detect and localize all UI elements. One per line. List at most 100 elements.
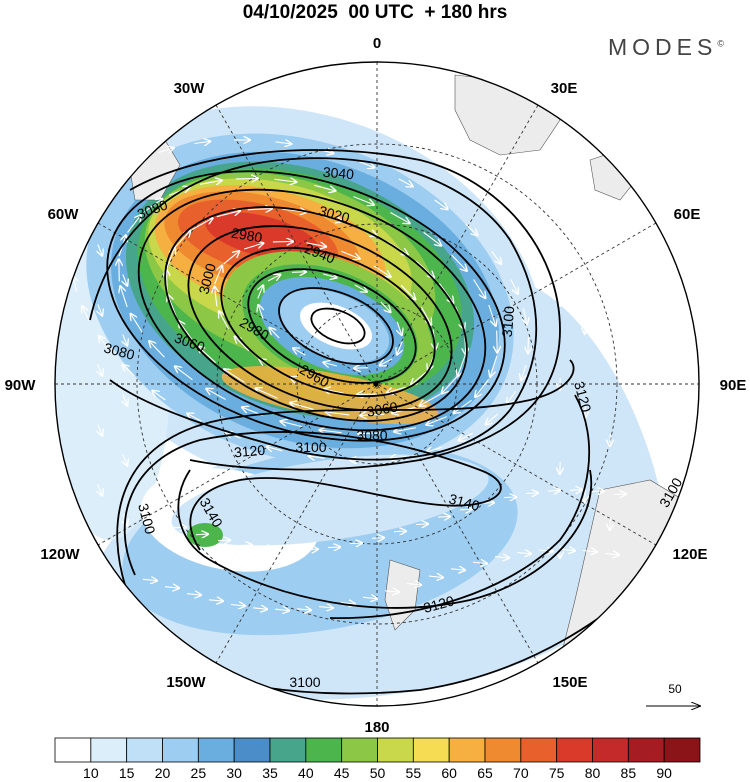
wind-reference-vector: 50 — [646, 682, 700, 706]
wind-vector-arrow — [214, 266, 223, 285]
contour-label: 3100 — [135, 502, 159, 536]
wind-vector-arrow — [290, 403, 314, 410]
wind-vector-arrow — [123, 394, 127, 405]
wind-vector-arrow — [144, 199, 163, 213]
wind-vector-arrow — [120, 286, 128, 308]
wind-vector-arrow — [82, 306, 90, 321]
colorbar-tick-label: 20 — [155, 765, 171, 781]
wind-vector-arrow — [481, 503, 494, 504]
wind-vector-arrow — [488, 304, 496, 326]
lon-label-90w: 90W — [5, 377, 37, 394]
wind-vector-arrow — [415, 524, 428, 525]
wind-vector-arrow — [354, 284, 367, 292]
wind-vector-arrow — [521, 364, 526, 380]
wind-vector-arrow — [538, 550, 553, 551]
lon-label-150e: 150E — [552, 674, 587, 691]
wind-vector-arrow — [547, 490, 560, 491]
wind-vector-arrow — [99, 336, 109, 350]
lon-label-120w: 120W — [40, 546, 80, 563]
colorbar-swatch — [341, 737, 378, 763]
wind-vector-arrow — [503, 497, 516, 498]
wind-vector-arrow — [360, 414, 385, 415]
wind-vector-arrow — [591, 491, 604, 492]
wind-vector-arrow — [397, 321, 402, 335]
wind-vector-arrow — [261, 548, 274, 549]
wind-vector-arrow — [123, 454, 127, 465]
wind-vector-arrow — [283, 550, 296, 551]
wind-vector-arrow — [267, 447, 283, 451]
wind-vector-arrow — [442, 375, 459, 394]
colorbar-swatch — [305, 737, 343, 763]
colorbar-swatch — [54, 737, 92, 763]
wind-vector-arrow — [224, 369, 245, 383]
wind-vector-arrow — [244, 243, 263, 250]
wind-vector-arrow — [123, 274, 127, 285]
wind-vector-arrow — [166, 270, 167, 294]
wind-vector-arrow — [291, 272, 306, 273]
contour-label: 3120 — [233, 442, 266, 461]
wind-vector-arrow — [523, 308, 527, 324]
lon-label-30e: 30E — [551, 80, 578, 97]
wind-vector-arrow — [83, 196, 93, 210]
wind-vector-arrow — [465, 224, 478, 235]
wind-vector-arrow — [387, 386, 406, 393]
lon-label-90e: 90E — [720, 377, 747, 394]
wind-vector-arrow — [149, 341, 165, 358]
wind-vector-arrow — [340, 603, 355, 604]
contour-label: 3020 — [317, 202, 351, 226]
wind-vector-arrow — [320, 430, 342, 433]
colorbar-swatch — [484, 737, 522, 763]
colorbar-swatch — [233, 737, 271, 763]
wind-vector-arrow — [258, 285, 263, 299]
wind-vector-arrow — [179, 321, 194, 341]
lon-label-180: 180 — [364, 719, 389, 736]
wind-vector-arrow — [186, 594, 201, 595]
wind-vector-arrow — [175, 366, 193, 381]
wind-vector-arrow — [131, 314, 143, 333]
lon-label-120e: 120E — [672, 546, 707, 563]
wind-vector-arrow — [497, 330, 498, 353]
wind-vector-arrow — [309, 456, 325, 458]
contour-label: 3100 — [295, 439, 326, 455]
contour-label: 3120 — [571, 380, 595, 414]
wind-vector-arrow — [123, 334, 127, 345]
wind-vector-arrow — [223, 251, 240, 265]
wind-vector-arrow — [371, 538, 384, 539]
colorbar-swatch — [627, 737, 665, 763]
wind-vector-arrow — [486, 413, 499, 425]
contour-label: 3060 — [365, 398, 399, 419]
wind-vector-arrow — [450, 569, 465, 570]
wind-vector-arrow — [400, 284, 415, 299]
wind-vector-arrow — [569, 490, 582, 491]
wind-vector-arrow — [428, 576, 443, 577]
height-contours — [89, 149, 694, 695]
colorbar-tick-label: 25 — [191, 765, 207, 781]
wind-vector-arrow — [373, 265, 391, 277]
contour-label: 3120 — [422, 592, 456, 616]
contour-label: 3000 — [195, 261, 219, 295]
wind-vector-arrow — [340, 250, 360, 259]
wind-vector-arrow — [198, 346, 216, 364]
wind-vector-arrow — [282, 209, 307, 212]
colorbar-swatch — [412, 737, 450, 763]
wind-vector-arrow — [127, 215, 141, 233]
wind-vector-arrow — [187, 414, 202, 422]
contour-label: 3100 — [499, 305, 518, 338]
colorbar-swatch — [556, 737, 593, 763]
map-boundary — [54, 61, 700, 707]
wind-vector-arrow — [216, 211, 240, 218]
lon-label-150w: 150W — [166, 674, 206, 691]
colorbar-tick-label: 90 — [656, 765, 672, 781]
colorbar-swatch — [162, 737, 199, 763]
colorbar-tick-label: 45 — [334, 765, 350, 781]
colorbar-swatch — [520, 737, 558, 763]
south-pole-marker — [373, 381, 379, 387]
wind-vector-arrow — [98, 364, 102, 375]
lon-label-60w: 60W — [48, 206, 80, 223]
wind-vector-arrow — [560, 549, 575, 550]
wind-vector-arrow — [151, 520, 164, 521]
wind-vector-arrow — [194, 141, 210, 143]
wind-vector-arrow — [152, 391, 166, 401]
colorbar-tick-label: 75 — [549, 765, 565, 781]
colorbar-swatch — [269, 737, 307, 763]
